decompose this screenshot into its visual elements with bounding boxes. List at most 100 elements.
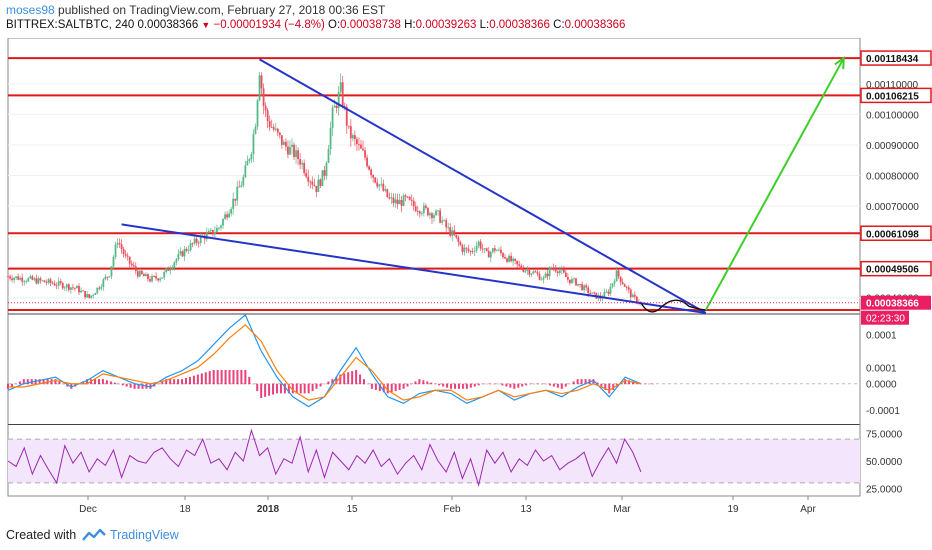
candle-body: [386, 189, 389, 198]
candle-body: [151, 276, 153, 282]
macd-histogram-bar: [216, 369, 219, 385]
macd-histogram-bar: [319, 383, 322, 387]
macd-histogram-bar: [473, 383, 476, 387]
candle-body: [136, 271, 139, 277]
macd-histogram-bar: [394, 383, 397, 392]
candle-body: [82, 290, 84, 292]
macd-histogram-bar: [165, 379, 168, 385]
candle-body: [465, 247, 468, 249]
macd-histogram-bar: [311, 383, 314, 392]
open-label: O:: [328, 19, 341, 31]
candle-body: [53, 283, 56, 286]
macd-histogram-bar: [643, 383, 646, 385]
candle-body: [211, 229, 214, 235]
candle-body: [254, 126, 257, 134]
candle-body: [569, 279, 571, 284]
macd-histogram-bar: [639, 383, 642, 385]
symbol-label[interactable]: BITTREX:SALTBTC, 240: [6, 19, 135, 31]
candle-body: [147, 274, 149, 280]
macd-histogram-bar: [339, 374, 342, 385]
candle-body: [589, 293, 592, 295]
candle-body: [240, 185, 243, 187]
macd-histogram-bar: [7, 383, 9, 389]
macd-histogram-bar: [303, 383, 306, 394]
macd-histogram-bar: [430, 382, 433, 385]
projection-arrow: [704, 57, 845, 311]
candle-body: [435, 210, 437, 216]
candle-body: [145, 274, 147, 277]
x-tick-label: 19: [727, 504, 739, 515]
candle-body: [169, 269, 172, 271]
candle-body: [635, 296, 638, 303]
tradingview-brand[interactable]: TradingView: [110, 528, 179, 542]
candle-body: [360, 144, 362, 149]
candle-body: [459, 242, 462, 246]
candle-body: [171, 267, 174, 270]
candle-body: [420, 213, 423, 214]
macd-histogram-bar: [18, 381, 21, 385]
candle-body: [297, 150, 299, 160]
rsi-tick-label: 50.0000: [866, 457, 903, 468]
macd-histogram-bar: [572, 381, 575, 385]
rsi-series-line: [7, 428, 642, 487]
candle-body: [65, 284, 68, 288]
candle-body: [130, 263, 133, 266]
candle-body: [205, 232, 208, 240]
countdown-tag: [861, 310, 909, 325]
macd-histogram-bar: [647, 383, 650, 385]
candle-body: [540, 279, 543, 281]
macd-histogram-bar: [517, 383, 520, 388]
candle-body: [88, 294, 91, 298]
candle-body: [382, 183, 385, 191]
candle-body: [439, 210, 441, 223]
candle-body: [274, 128, 277, 130]
macd-histogram-bar: [509, 383, 512, 388]
candle-body: [629, 289, 632, 298]
macd-histogram-bar: [493, 383, 496, 385]
macd-histogram-bar: [240, 369, 243, 385]
macd-histogram-bar: [525, 383, 528, 386]
macd-histogram-bar: [632, 381, 635, 385]
macd-histogram-bar: [169, 379, 172, 385]
candle-body: [181, 251, 184, 257]
macd-histogram-bar: [378, 383, 381, 392]
macd-histogram-bar: [149, 383, 152, 389]
candle-body: [309, 181, 312, 183]
candle-body: [621, 282, 624, 285]
candle-body: [508, 255, 510, 262]
candle-body: [72, 287, 74, 289]
candle-body: [504, 257, 506, 259]
candle-body: [21, 277, 24, 282]
candle-body: [558, 270, 561, 274]
candle-body: [43, 280, 46, 283]
candle-body: [516, 260, 519, 265]
x-tick-label: Dec: [79, 504, 97, 515]
candle-body: [282, 141, 285, 145]
candle-body: [301, 162, 304, 165]
macd-histogram-bar: [564, 383, 567, 387]
candle-body: [455, 234, 458, 238]
macd-histogram-bar: [461, 383, 464, 389]
candle-body: [276, 128, 279, 133]
candle-body: [9, 276, 11, 279]
candle-body: [110, 266, 113, 277]
macd-histogram-bar: [548, 383, 551, 386]
candle-body: [422, 205, 425, 214]
username-link[interactable]: moses98: [6, 3, 55, 17]
chart-area[interactable]: 0.00110000 0.00100000 0.00090000 0.00080000…: [0, 38, 932, 520]
candle-body: [207, 230, 210, 233]
x-tick-label: Apr: [800, 504, 816, 515]
candle-body: [384, 189, 387, 191]
candle-body: [362, 148, 364, 151]
macd-histogram-bar: [315, 383, 318, 389]
chart-header: moses98 published on TradingView.com, Fe…: [0, 0, 932, 38]
candle-body: [481, 248, 484, 250]
candle-body: [19, 277, 22, 280]
candle-body: [502, 253, 504, 258]
candle-body: [633, 294, 636, 297]
macd-histogram-bar: [453, 383, 456, 389]
candle-body: [195, 238, 198, 243]
candle-body: [556, 271, 559, 274]
candle-body: [76, 285, 78, 289]
candle-body: [161, 277, 164, 279]
